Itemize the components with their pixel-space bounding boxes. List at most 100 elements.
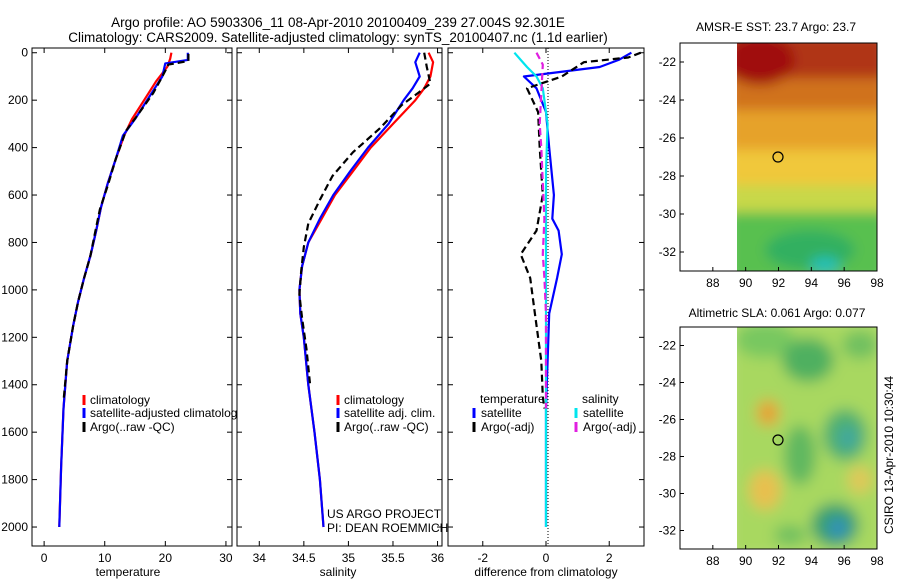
legend-label: satellite-adjusted climatolog: [90, 406, 237, 420]
series-line-satellite-adjusted: [298, 52, 421, 528]
sst-heatmap: [737, 43, 877, 271]
sla-field-high: [757, 400, 779, 426]
credit-timestamp: CSIRO 13-Apr-2010 10:30:44: [882, 376, 896, 534]
legend-label: Argo(-adj): [481, 420, 534, 434]
legend-label: Argo(-adj): [583, 420, 636, 434]
sla-field-low-core: [828, 518, 848, 538]
legend-label: Argo(..raw -QC): [90, 420, 175, 434]
x-tick-label: 20: [159, 551, 173, 565]
legend-label: satellite: [583, 406, 624, 420]
legend-label: climatology: [90, 393, 150, 407]
sla-field-blob: [784, 425, 816, 485]
sla-field-blob: [774, 525, 806, 545]
x-tick-label: 36: [431, 551, 445, 565]
difference-legend: temperature salinity satellite Argo(-adj…: [472, 392, 636, 434]
map-y-tick-label: -22: [659, 55, 677, 69]
x-tick-label: 10: [98, 551, 112, 565]
sst-map-title: AMSR-E SST: 23.7 Argo: 23.7: [696, 20, 856, 34]
map-y-tick-label: -26: [659, 413, 677, 427]
map-x-tick-label: 90: [739, 554, 753, 568]
map-y-tick-label: -32: [659, 524, 677, 538]
x-tick-label: 30: [219, 551, 233, 565]
x-tick-label: 0: [543, 551, 550, 565]
sla-field-blob: [842, 331, 877, 359]
x-tick-label: 34: [253, 551, 267, 565]
figure-title-line2: Climatology: CARS2009. Satellite-adjuste…: [68, 30, 608, 45]
map-x-tick-label: 94: [805, 276, 819, 290]
sla-field-high: [848, 466, 872, 494]
y-tick-label: 2000: [1, 520, 28, 534]
difference-xlabel: difference from climatology: [474, 565, 617, 579]
map-x-tick-label: 98: [870, 554, 884, 568]
temperature-xlabel: temperature: [96, 565, 161, 579]
sla-map-title: Altimetric SLA: 0.061 Argo: 0.077: [689, 306, 866, 320]
legend-label: satellite adj. clim.: [344, 406, 435, 420]
map-x-tick-label: 98: [870, 276, 884, 290]
temperature-panel-frame: [31, 47, 233, 547]
salinity-series: [298, 52, 435, 528]
series-line-salinity-argo: [535, 52, 548, 409]
sst-field-cool: [765, 230, 855, 270]
sla-field-blob: [737, 327, 795, 358]
series-line-climatology: [298, 52, 435, 528]
y-tick-label: 400: [8, 141, 28, 155]
pi-annotation: PI: DEAN ROEMMICH: [327, 521, 448, 535]
y-tick-label: 200: [8, 93, 28, 107]
map-x-tick-label: 96: [837, 276, 851, 290]
map-x-tick-label: 92: [772, 554, 786, 568]
x-tick-label: 35: [342, 551, 356, 565]
map-y-tick-label: -30: [659, 487, 677, 501]
project-annotation: US ARGO PROJECT: [327, 507, 442, 521]
map-y-tick-label: -22: [659, 339, 677, 353]
y-tick-label: 0: [21, 46, 28, 60]
sst-field-cold-spot: [810, 257, 840, 271]
map-y-tick-label: -28: [659, 450, 677, 464]
sla-heatmap: [737, 327, 877, 549]
map-x-tick-label: 88: [706, 554, 720, 568]
map-y-tick-label: -28: [659, 169, 677, 183]
y-tick-label: 1600: [1, 425, 28, 439]
temperature-axis-ticks: 0 10 20 30 0 200 400 600 800 1000 1200 1400 1600 1800…: [1, 46, 233, 565]
sla-map-ticks: 88 90 92 94 96 98 -22 -24 -26 -28 -30 -32: [659, 339, 884, 569]
sst-field-yellow: [737, 150, 877, 190]
sla-field-low-core: [838, 426, 858, 450]
sst-map-ticks: 88 90 92 94 96 98 -22 -24 -26 -28 -30 -32: [659, 55, 884, 290]
map-y-tick-label: -26: [659, 131, 677, 145]
map-x-tick-label: 94: [805, 554, 819, 568]
salinity-axis-ticks: 34 34.5 35 35.5 36: [237, 48, 445, 565]
x-tick-label: 35.5: [381, 551, 405, 565]
legend-label: climatology: [344, 393, 404, 407]
y-tick-label: 1400: [1, 378, 28, 392]
salinity-xlabel: salinity: [320, 565, 357, 579]
y-tick-label: 1800: [1, 473, 28, 487]
series-line-temperature-argo: [519, 51, 642, 409]
temperature-legend: climatology satellite-adjusted climatolo…: [82, 393, 237, 434]
y-tick-label: 1200: [1, 330, 28, 344]
sla-argo-location-marker: [772, 434, 784, 446]
series-line-argo: [298, 52, 432, 385]
legend-label: Argo(..raw -QC): [344, 420, 429, 434]
y-tick-label: 600: [8, 188, 28, 202]
map-x-tick-label: 96: [837, 554, 851, 568]
sla-field-high: [749, 470, 781, 510]
map-x-tick-label: 88: [706, 276, 720, 290]
map-y-tick-label: -30: [659, 207, 677, 221]
figure-title-line1: Argo profile: AO 5903306_11 08-Apr-2010 …: [111, 15, 565, 30]
x-tick-label: 0: [41, 551, 48, 565]
sst-argo-location-marker: [772, 151, 784, 163]
difference-axis-ticks: -2 0 2: [448, 48, 644, 565]
temperature-series: [58, 52, 190, 528]
salinity-legend: climatology satellite adj. clim. Argo(..…: [336, 393, 435, 434]
series-line-climatology: [58, 52, 173, 528]
legend-label: satellite: [481, 406, 522, 420]
x-tick-label: -2: [477, 551, 488, 565]
map-x-tick-label: 90: [739, 276, 753, 290]
salinity-panel-frame: [236, 47, 443, 547]
x-tick-label: 34.5: [292, 551, 316, 565]
x-tick-label: 2: [606, 551, 613, 565]
sst-field-yellow-green: [737, 185, 877, 215]
map-y-tick-label: -24: [659, 93, 677, 107]
sla-field-blob: [782, 338, 834, 382]
map-y-tick-label: -32: [659, 245, 677, 259]
